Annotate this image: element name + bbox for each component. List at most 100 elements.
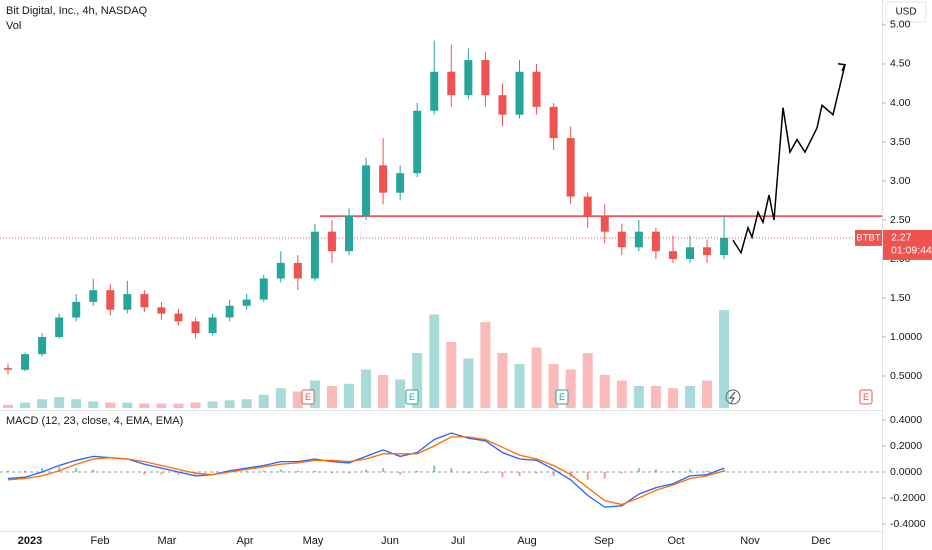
candle-body: [89, 290, 98, 302]
volume-bar: [207, 401, 218, 408]
candle-body: [4, 368, 12, 370]
currency-button[interactable]: [885, 1, 927, 23]
volume-bar: [241, 399, 252, 408]
candle-body: [55, 317, 64, 337]
candle-body: [276, 262, 285, 279]
volume-bar: [463, 358, 474, 408]
candle-body: [38, 336, 47, 355]
projection-line: [732, 64, 846, 255]
macd-histogram: [330, 472, 333, 474]
candle-body: [191, 321, 200, 334]
earnings-marker: [555, 389, 569, 405]
symbol-tag: [855, 229, 882, 246]
y-tick-label: 2.50: [890, 214, 911, 226]
candle-body: [327, 231, 336, 252]
volume-bar: [429, 314, 440, 408]
volume-bar: [326, 386, 337, 408]
x-tick-label: Jul: [451, 535, 465, 547]
macd-histogram: [433, 465, 436, 473]
price-tag: [883, 229, 932, 260]
candle-body: [106, 290, 115, 310]
macd-histogram: [92, 469, 95, 473]
macd-histogram: [654, 469, 657, 473]
macd-histogram: [143, 472, 146, 475]
currency[interactable]: USD: [895, 7, 916, 18]
main-pane: [0, 40, 882, 408]
volume-bar: [480, 322, 491, 408]
macd-histogram: [109, 472, 112, 473]
candle-body: [686, 247, 694, 259]
volume-bar: [412, 353, 423, 408]
macd-histogram: [75, 468, 78, 473]
y-tick-label: 4.50: [890, 58, 911, 70]
volume-bar: [616, 380, 627, 408]
candle-body: [515, 71, 524, 115]
volume-bar: [105, 402, 116, 408]
macd-histogram: [501, 472, 504, 478]
volume-bar: [292, 391, 303, 408]
volume-bar: [190, 402, 201, 408]
arrow-head: [837, 63, 847, 72]
volume-bar: [514, 364, 525, 408]
candle-body: [242, 299, 251, 306]
earnings-marker: [301, 389, 315, 405]
y-tick-label: 1.0000: [890, 331, 922, 343]
volume-bar: [633, 386, 644, 408]
earnings-marker: [859, 389, 873, 405]
macd-histogram: [450, 468, 453, 473]
macd-histogram: [416, 470, 419, 473]
volume-bar: [173, 403, 184, 408]
candle-body: [617, 231, 626, 248]
macd-histogram: [689, 469, 691, 473]
candle-body: [481, 60, 490, 96]
volume-bar: [446, 342, 457, 408]
candle-body: [651, 231, 660, 252]
candle-body: [532, 71, 541, 107]
candle-body: [362, 165, 371, 217]
earnings-label: E: [305, 392, 311, 402]
symbol-tag-text: BTBT: [856, 232, 880, 243]
volume-bar: [37, 399, 48, 408]
macd-histogram: [467, 472, 470, 474]
candle-body: [634, 231, 643, 248]
volume-bar: [224, 400, 235, 408]
x-tick-label: May: [303, 535, 324, 547]
macd-histogram: [211, 472, 214, 473]
y-tick-label: -0.2000: [890, 492, 926, 504]
volume-bar: [88, 401, 99, 408]
volume-label: Vol: [6, 20, 21, 32]
y-tick-label: 4.00: [890, 97, 911, 109]
macd-histogram: [518, 472, 521, 476]
candle-body: [259, 278, 268, 300]
macd-histogram: [365, 469, 368, 473]
y-tick-label: 3.50: [890, 136, 911, 148]
y-tick-label: 0.2000: [890, 440, 922, 452]
volume-bar: [582, 353, 593, 408]
macd-histogram: [262, 470, 265, 473]
x-tick-label: Apr: [236, 535, 253, 547]
macd-histogram: [484, 472, 487, 474]
candle-body: [396, 173, 405, 193]
x-tick-label: Feb: [91, 535, 110, 547]
macd-histogram: [296, 470, 299, 473]
volume-bar: [685, 386, 695, 408]
x-tick-label: Mar: [158, 535, 177, 547]
y-tick-label: 3.00: [890, 175, 911, 187]
candle-body: [123, 294, 132, 310]
volume-bar: [599, 375, 610, 408]
volume-bar: [309, 380, 320, 408]
macd-title: MACD (12, 23, close, 4, EMA, EMA): [6, 415, 183, 427]
earnings-marker: [405, 389, 419, 405]
candle-body: [225, 305, 234, 318]
candle-body: [703, 247, 712, 256]
macd-histogram: [126, 472, 129, 473]
macd-histogram: [637, 468, 640, 473]
volume-bar: [71, 399, 82, 408]
lightning-icon[interactable]: [725, 389, 741, 405]
candle-body: [379, 165, 388, 193]
x-tick-label: Nov: [740, 535, 760, 547]
x-tick-label: 2023: [18, 535, 42, 547]
macd-histogram: [382, 468, 385, 473]
volume-bar: [20, 402, 31, 408]
macd-histogram: [160, 472, 163, 475]
